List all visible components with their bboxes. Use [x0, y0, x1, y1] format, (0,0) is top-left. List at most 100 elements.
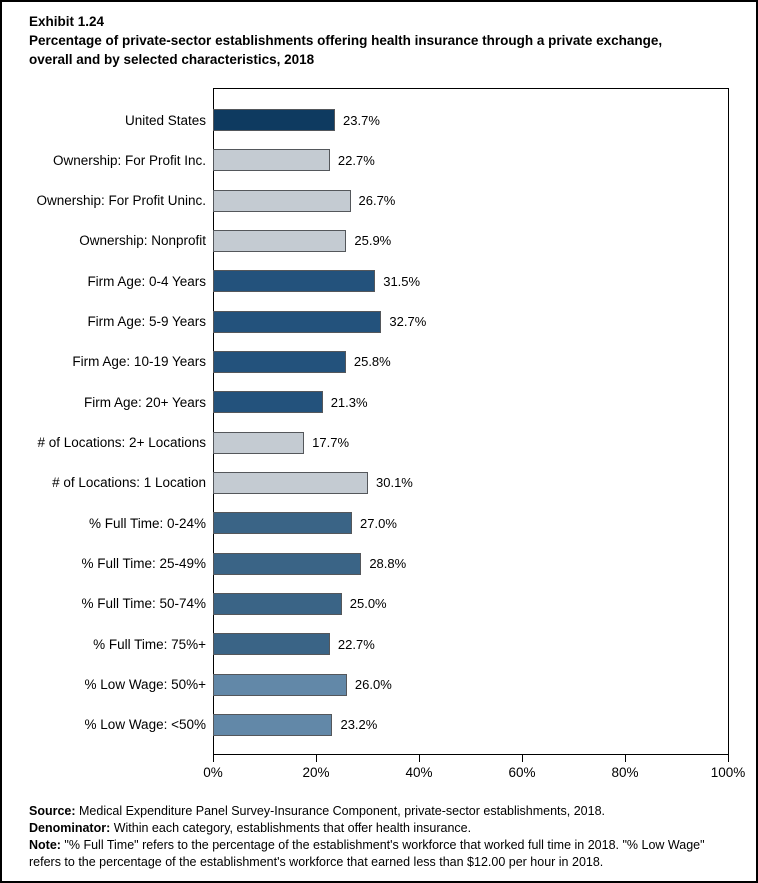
- bar: [213, 512, 353, 535]
- bar: [213, 471, 368, 494]
- value-label: 32.7%: [389, 314, 427, 330]
- bar: [213, 552, 362, 575]
- bar-track: 27.0%: [213, 503, 756, 543]
- note-text: "% Full Time" refers to the percentage o…: [29, 838, 705, 869]
- bar: [213, 270, 376, 293]
- denominator-note: Denominator: Within each category, estab…: [29, 820, 735, 837]
- bar: [213, 391, 323, 414]
- value-label: 22.7%: [337, 636, 375, 652]
- bar: [213, 310, 382, 333]
- bar-track: 23.2%: [213, 705, 756, 745]
- x-axis-tick: [316, 754, 317, 762]
- chart-row: % Full Time: 25-49% 28.8%: [2, 544, 756, 584]
- chart-row: # of Locations: 1 Location 30.1%: [2, 463, 756, 503]
- value-label: 30.1%: [376, 475, 413, 491]
- value-label: 25.8%: [353, 354, 391, 370]
- bar: [213, 229, 347, 252]
- x-axis-tick: [522, 754, 523, 762]
- bar-track: 31.5%: [213, 261, 756, 301]
- source-text: Medical Expenditure Panel Survey-Insuran…: [75, 804, 605, 818]
- bar-track: 23.7%: [213, 100, 756, 140]
- chart-row: % Low Wage: <50% 23.2%: [2, 705, 756, 745]
- value-label: 26.7%: [358, 193, 396, 209]
- chart-row: Firm Age: 10-19 Years 25.8%: [2, 342, 756, 382]
- value-label: 25.9%: [354, 233, 392, 249]
- x-tick-label: 20%: [302, 765, 330, 780]
- category-label: Firm Age: 0-4 Years: [87, 273, 206, 289]
- value-label: 26.0%: [354, 677, 392, 693]
- bar-track: 25.0%: [213, 584, 756, 624]
- value-label: 31.5%: [383, 273, 421, 289]
- x-tick-label: 60%: [508, 765, 536, 780]
- chart-row: % Full Time: 0-24% 27.0%: [2, 503, 756, 543]
- bar: [213, 673, 347, 696]
- bar-track: 17.7%: [213, 423, 756, 463]
- bar: [213, 633, 330, 656]
- category-label: % Full Time: 75%+: [93, 636, 206, 652]
- category-label: Firm Age: 10-19 Years: [72, 354, 206, 370]
- category-label: % Full Time: 0-24%: [88, 515, 206, 531]
- chart-row: Ownership: For Profit Inc. 22.7%: [2, 140, 756, 180]
- bar-track: 25.9%: [213, 221, 756, 261]
- bar: [213, 149, 330, 172]
- bar-track: 21.3%: [213, 382, 756, 422]
- category-label: Ownership: Nonprofit: [79, 233, 206, 249]
- category-label: % Low Wage: 50%+: [84, 677, 206, 693]
- definition-note: Note: "% Full Time" refers to the percen…: [29, 837, 735, 871]
- value-label: 28.8%: [369, 556, 407, 572]
- value-label: 27.0%: [360, 515, 397, 531]
- chart-row: # of Locations: 2+ Locations 17.7%: [2, 423, 756, 463]
- source-label: Source:: [29, 804, 76, 818]
- category-label: % Low Wage: <50%: [84, 717, 206, 733]
- category-label: Firm Age: 5-9 Years: [87, 314, 206, 330]
- title-block: Exhibit 1.24 Percentage of private-secto…: [29, 13, 705, 70]
- value-label: 23.2%: [340, 717, 378, 733]
- category-label: United States: [124, 112, 206, 128]
- bar: [213, 350, 346, 373]
- x-tick-label: 0%: [203, 765, 223, 780]
- x-axis-tick: [419, 754, 420, 762]
- chart-row: United States 23.7%: [2, 100, 756, 140]
- category-label: # of Locations: 2+ Locations: [37, 435, 207, 451]
- bar-track: 32.7%: [213, 302, 756, 342]
- bar-track: 25.8%: [213, 342, 756, 382]
- chart-row: Ownership: Nonprofit 25.9%: [2, 221, 756, 261]
- chart-row: % Full Time: 50-74% 25.0%: [2, 584, 756, 624]
- bar: [213, 431, 305, 454]
- x-axis-tick: [728, 754, 729, 762]
- x-axis-tick: [213, 754, 214, 762]
- category-label: Ownership: For Profit Uninc.: [36, 193, 206, 209]
- category-label: % Full Time: 25-49%: [81, 556, 206, 572]
- source-note: Source: Medical Expenditure Panel Survey…: [29, 803, 735, 820]
- denominator-label: Denominator:: [29, 821, 111, 835]
- x-axis-tick: [625, 754, 626, 762]
- value-label: 17.7%: [312, 435, 350, 451]
- bar-track: 22.7%: [213, 624, 756, 664]
- bar-track: 26.7%: [213, 181, 756, 221]
- footnotes: Source: Medical Expenditure Panel Survey…: [29, 803, 735, 871]
- category-label: Ownership: For Profit Inc.: [52, 152, 206, 168]
- chart-title: Percentage of private-sector establishme…: [29, 32, 663, 67]
- bar: [213, 592, 342, 615]
- x-tick-label: 100%: [710, 765, 746, 780]
- value-label: 22.7%: [337, 152, 375, 168]
- chart-row: Ownership: For Profit Uninc. 26.7%: [2, 181, 756, 221]
- bar-track: 22.7%: [213, 140, 756, 180]
- chart-row: Firm Age: 5-9 Years 32.7%: [2, 302, 756, 342]
- category-label: Firm Age: 20+ Years: [84, 394, 206, 410]
- x-tick-label: 80%: [611, 765, 639, 780]
- chart-row: Firm Age: 20+ Years 21.3%: [2, 382, 756, 422]
- chart-row: Firm Age: 0-4 Years 31.5%: [2, 261, 756, 301]
- bar: [213, 109, 336, 131]
- exhibit-label: Exhibit 1.24: [29, 14, 105, 29]
- bar: [213, 189, 351, 212]
- bar-track: 30.1%: [213, 463, 756, 503]
- value-label: 21.3%: [330, 394, 368, 410]
- chart-row: % Low Wage: 50%+ 26.0%: [2, 665, 756, 705]
- value-label: 25.0%: [349, 596, 387, 612]
- value-label: 23.7%: [343, 112, 380, 128]
- category-label: % Full Time: 50-74%: [81, 596, 206, 612]
- bar-track: 28.8%: [213, 544, 756, 584]
- bar-track: 26.0%: [213, 665, 756, 705]
- note-label: Note:: [29, 838, 61, 852]
